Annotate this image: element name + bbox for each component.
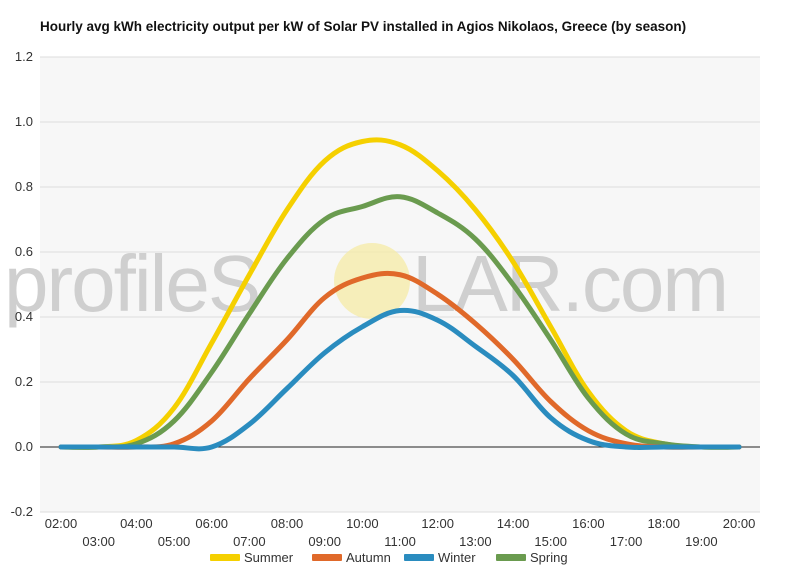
watermark: profileS LAR.com [4,239,729,328]
legend: Summer Autumn Winter Spring [210,550,568,565]
legend-swatch-winter [404,554,434,561]
legend-swatch-autumn [312,554,342,561]
y-tick-label: 1.0 [15,114,33,129]
x-axis: 02:00 03:00 04:00 05:00 06:00 07:00 08:00 09:00… [45,516,756,549]
y-tick-label: 0.2 [15,374,33,389]
legend-label-autumn: Autumn [346,550,391,565]
y-tick-label: 0.4 [15,309,33,324]
watermark-sun-icon [334,243,410,319]
x-tick-label: 08:00 [271,516,304,531]
watermark-text-right: LAR.com [412,239,727,328]
x-tick-label: 12:00 [421,516,454,531]
y-axis: 1.2 1.0 0.8 0.6 0.4 0.2 0.0 -0.2 [11,49,33,519]
x-tick-label: 14:00 [497,516,530,531]
x-tick-label: 19:00 [685,534,718,549]
series-line-winter [58,307,742,452]
y-tick-label: 0.6 [15,244,33,259]
x-tick-label: 07:00 [233,534,266,549]
x-tick-label: 10:00 [346,516,379,531]
legend-label-winter: Winter [438,550,476,565]
legend-label-summer: Summer [244,550,294,565]
x-tick-label: 03:00 [82,534,115,549]
x-tick-label: 05:00 [158,534,191,549]
legend-swatch-summer [210,554,240,561]
y-tick-label: 0.0 [15,439,33,454]
y-tick-label: -0.2 [11,504,33,519]
x-tick-label: 18:00 [647,516,680,531]
x-tick-label: 11:00 [384,534,416,549]
legend-label-spring: Spring [530,550,568,565]
series-line-autumn [58,270,742,450]
y-tick-label: 0.8 [15,179,33,194]
x-tick-label: 20:00 [723,516,756,531]
series-line-summer [58,137,742,451]
x-tick-label: 16:00 [572,516,605,531]
x-tick-label: 04:00 [120,516,153,531]
watermark-text-left: profileS [4,239,259,328]
x-tick-label: 09:00 [308,534,341,549]
x-tick-label: 13:00 [459,534,492,549]
chart-title: Hourly avg kWh electricity output per kW… [40,19,687,34]
x-tick-label: 15:00 [534,534,567,549]
series-lines [58,137,742,452]
x-tick-label: 06:00 [195,516,228,531]
series-line-spring [58,194,742,450]
x-tick-label: 02:00 [45,516,78,531]
legend-swatch-spring [496,554,526,561]
x-tick-label: 17:00 [610,534,643,549]
y-tick-label: 1.2 [15,49,33,64]
